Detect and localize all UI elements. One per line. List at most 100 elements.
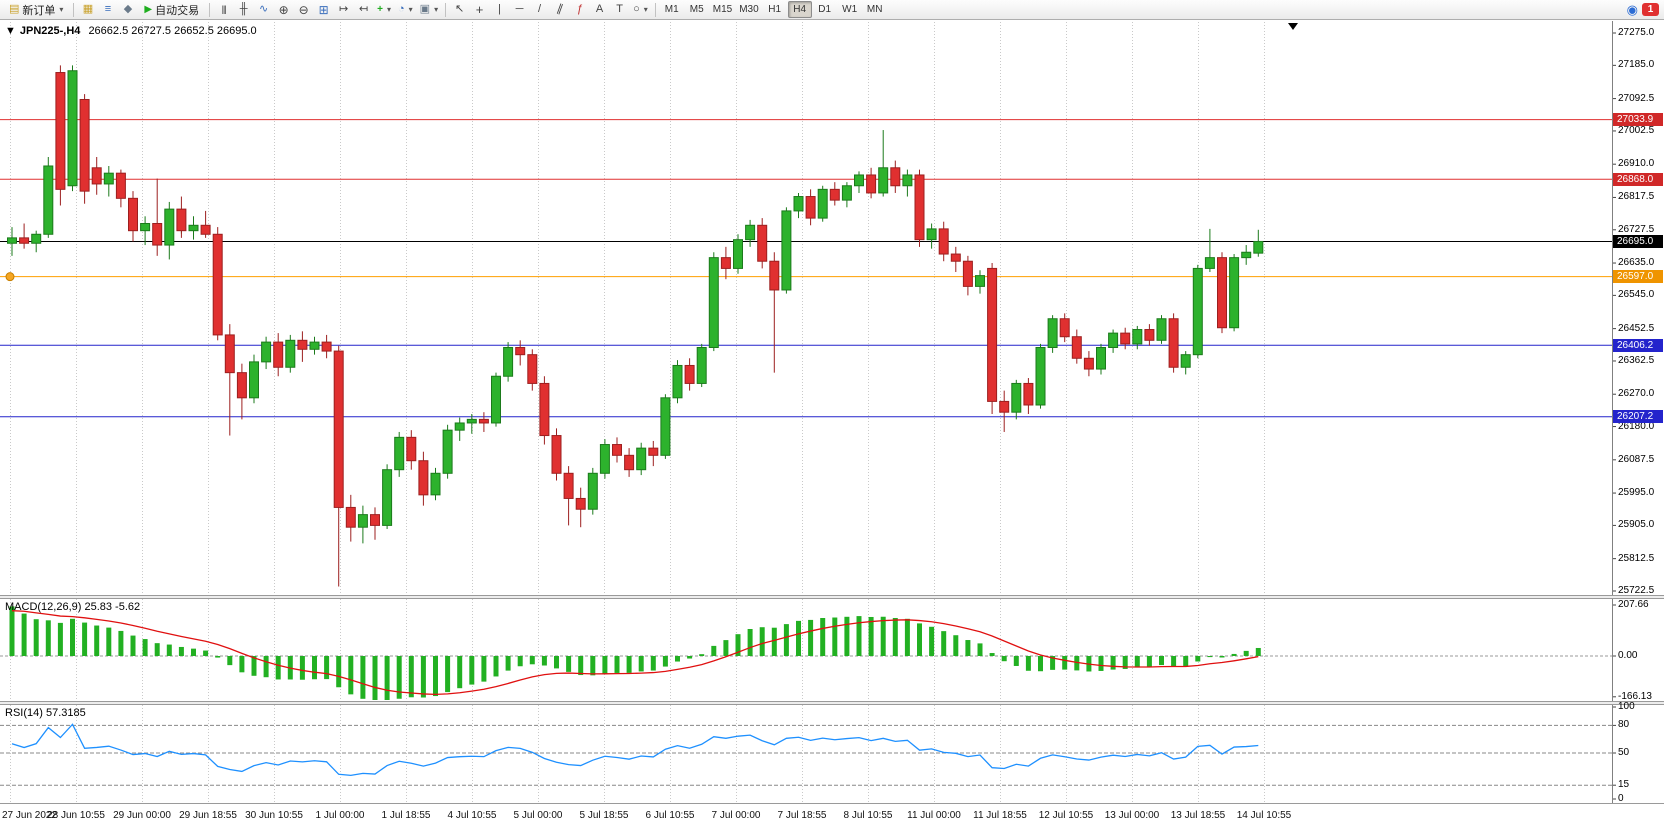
candle (599, 444, 610, 474)
line-chart-button[interactable]: ∿ (254, 1, 273, 18)
candle (817, 188, 828, 219)
candle (999, 400, 1010, 413)
candle (781, 210, 792, 291)
macd-bar (433, 656, 438, 697)
timeframe-mn-button[interactable]: MN (863, 1, 887, 18)
macd-bar (711, 645, 717, 656)
add-indicator-button[interactable]: + ▾ (374, 1, 394, 18)
candle (648, 447, 659, 456)
market-watch-button[interactable]: ≡ (98, 1, 117, 18)
channel-button[interactable]: ∥ (550, 1, 569, 18)
macd-bar (408, 656, 414, 698)
new-order-button[interactable]: ▤ 新订单 ▾ (3, 1, 69, 18)
candle (370, 514, 380, 526)
rsi-panel[interactable] (0, 705, 1612, 803)
template-button[interactable]: ▣ ▾ (417, 1, 441, 18)
navigator-button[interactable]: ◆ (118, 1, 137, 18)
text-tool-button[interactable]: A (590, 1, 609, 18)
macd-bar (904, 618, 910, 656)
bar-chart-icon: ||| (221, 4, 227, 14)
candle (321, 341, 332, 352)
timeframe-h4-button[interactable]: H4 (787, 1, 812, 18)
macd-bar (953, 635, 959, 656)
macd-bar (372, 656, 378, 700)
macd-bar (1001, 656, 1007, 662)
time-axis[interactable] (0, 803, 1664, 831)
timeframe-d1-button[interactable]: D1 (813, 1, 837, 18)
chart-shift-marker[interactable] (1288, 23, 1298, 30)
candle (672, 364, 683, 399)
macd-bar (203, 650, 209, 656)
notification-badge[interactable]: 1 (1642, 3, 1659, 16)
toolbar: ▤ 新订单 ▾ ▦ ≡ ◆ ▶ 自动交易 ||| ╫ ∿ ⊕ ⊖ ⊞ ↦ ↤ +… (0, 0, 1664, 20)
fibonacci-button[interactable]: ƒ (570, 1, 589, 18)
chart-shift-button[interactable]: ↤ (354, 1, 373, 18)
vertical-line-button[interactable]: | (490, 1, 509, 18)
timeframe-m15-button[interactable]: M15 (710, 1, 735, 18)
timeframe-w1-button[interactable]: W1 (838, 1, 862, 18)
candle (914, 174, 925, 241)
timeframe-m1-button[interactable]: M1 (660, 1, 684, 18)
community-icon[interactable]: ◉ (1626, 2, 1638, 17)
candle (297, 339, 308, 350)
one-click-trading-toggle[interactable]: ▼ (5, 25, 16, 37)
candle (624, 454, 635, 471)
macd-bar (57, 622, 63, 656)
template-icon: ▣ (419, 3, 431, 15)
bar-chart-button[interactable]: ||| (214, 1, 233, 18)
macd-bar (1074, 656, 1080, 671)
macd-bar (1195, 656, 1201, 662)
timeframe-m30-button[interactable]: M30 (736, 1, 761, 18)
auto-scroll-button[interactable]: ↦ (334, 1, 353, 18)
macd-header: MACD(12,26,9) 25.83 -5.62 (5, 601, 141, 613)
zoom-out-button[interactable]: ⊖ (294, 1, 313, 18)
candlestick-chart-button[interactable]: ╫ (234, 1, 253, 18)
macd-bar (638, 656, 644, 672)
macd-bar (1159, 656, 1164, 666)
macd-bar (675, 656, 680, 662)
clock-icon: ◔ (397, 3, 405, 15)
play-icon: ▶ (144, 3, 153, 15)
horizontal-line-button[interactable]: ─ (510, 1, 529, 18)
macd-bar (118, 630, 124, 656)
periods-button[interactable]: ◔ ▾ (395, 1, 416, 18)
candle (309, 341, 320, 350)
timeframe-m5-button[interactable]: M5 (685, 1, 709, 18)
panel-separator[interactable] (0, 595, 1664, 599)
candle (67, 70, 78, 187)
macd-bar (662, 656, 668, 667)
main-chart-panel[interactable] (0, 21, 1612, 595)
zoom-in-button[interactable]: ⊕ (274, 1, 293, 18)
auto-trading-button[interactable]: ▶ 自动交易 (138, 1, 205, 18)
crosshair-button[interactable]: + (470, 1, 489, 18)
candle (454, 422, 465, 431)
macd-bar (771, 627, 777, 656)
candle (769, 260, 780, 291)
new-chart-button[interactable]: ▦ (78, 1, 97, 18)
trend-line-button[interactable]: / (530, 1, 549, 18)
candle (103, 172, 114, 185)
timeframe-h1-button[interactable]: H1 (763, 1, 787, 18)
candle (1047, 318, 1058, 348)
macd-bar (1171, 656, 1177, 667)
macd-panel[interactable] (0, 599, 1612, 701)
panel-separator[interactable] (0, 701, 1664, 705)
candle (745, 224, 756, 241)
candle (176, 208, 187, 232)
tile-windows-button[interactable]: ⊞ (314, 1, 333, 18)
shapes-button[interactable]: ○ ▾ (630, 1, 651, 18)
candle (1096, 346, 1106, 370)
order-marker[interactable] (5, 272, 15, 282)
candle (188, 224, 199, 232)
label-tool-button[interactable]: T (610, 1, 629, 18)
candle (442, 429, 453, 474)
candle (1144, 329, 1155, 341)
macd-bar (1231, 653, 1237, 656)
candle (563, 472, 574, 499)
macd-bar (505, 656, 511, 671)
price-axis[interactable] (1613, 21, 1664, 803)
macd-bar (9, 606, 15, 656)
candle (7, 237, 17, 244)
cursor-button[interactable]: ↖ (450, 1, 469, 18)
